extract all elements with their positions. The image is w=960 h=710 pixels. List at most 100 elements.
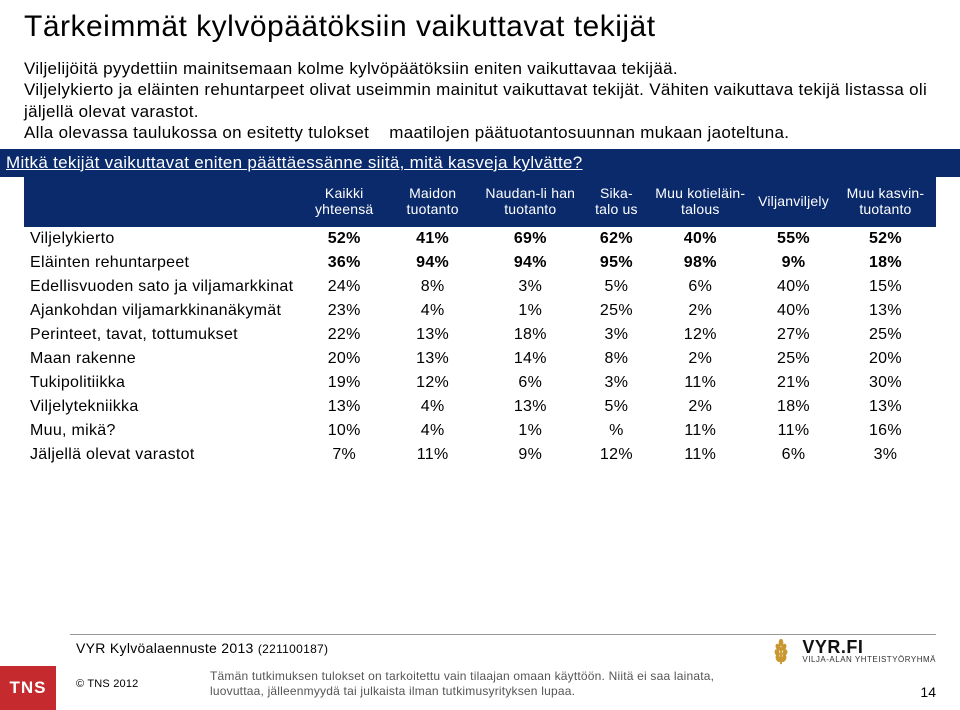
project-id: (221100187) — [258, 642, 328, 656]
cell: 25% — [835, 323, 936, 347]
cell: 94% — [389, 251, 476, 275]
cell: 95% — [584, 251, 648, 275]
cell: 94% — [476, 251, 584, 275]
cell: 3% — [476, 275, 584, 299]
cell: 4% — [389, 419, 476, 443]
cell: 13% — [389, 347, 476, 371]
col-header: Naudan-li han tuotanto — [476, 177, 584, 227]
cell: 11% — [648, 419, 752, 443]
cell: 13% — [299, 395, 389, 419]
cell: 6% — [648, 275, 752, 299]
cell: 62% — [584, 227, 648, 251]
row-label: Edellisvuoden sato ja viljamarkkinat — [24, 275, 299, 299]
cell: 2% — [648, 299, 752, 323]
cell: 98% — [648, 251, 752, 275]
table-row: Tukipolitiikka19%12%6%3%11%21%30% — [24, 371, 936, 395]
cell: 6% — [752, 443, 835, 467]
cell: 1% — [476, 419, 584, 443]
row-label: Eläinten rehuntarpeet — [24, 251, 299, 275]
cell: 11% — [752, 419, 835, 443]
table-row: Edellisvuoden sato ja viljamarkkinat24%8… — [24, 275, 936, 299]
cell: 23% — [299, 299, 389, 323]
table-row: Jäljellä olevat varastot7%11%9%12%11%6%3… — [24, 443, 936, 467]
cell: 24% — [299, 275, 389, 299]
cell: % — [584, 419, 648, 443]
cell: 40% — [752, 275, 835, 299]
row-label: Viljelykierto — [24, 227, 299, 251]
footer: VYR Kylvöalaennuste 2013 (221100187) VYR… — [0, 618, 960, 710]
col-header: Sika-talo us — [584, 177, 648, 227]
table-header-row: Kaikki yhteensä Maidon tuotanto Naudan-l… — [24, 177, 936, 227]
project-name: VYR Kylvöalaennuste 2013 — [76, 640, 254, 656]
col-header: Viljanviljely — [752, 177, 835, 227]
cell: 6% — [476, 371, 584, 395]
cell: 4% — [389, 395, 476, 419]
cell: 2% — [648, 395, 752, 419]
footer-divider — [70, 634, 936, 635]
cell: 11% — [389, 443, 476, 467]
row-label: Maan rakenne — [24, 347, 299, 371]
logo-tagline: VILJA-ALAN YHTEISTYÖRYHMÄ — [802, 656, 936, 664]
wheat-icon — [766, 636, 796, 666]
cell: 7% — [299, 443, 389, 467]
cell: 25% — [584, 299, 648, 323]
cell: 8% — [389, 275, 476, 299]
col-header-empty — [24, 177, 299, 227]
cell: 9% — [476, 443, 584, 467]
cell: 55% — [752, 227, 835, 251]
cell: 9% — [752, 251, 835, 275]
cell: 3% — [835, 443, 936, 467]
table-row: Muu, mikä?10%4%1%%11%11%16% — [24, 419, 936, 443]
cell: 12% — [584, 443, 648, 467]
cell: 13% — [389, 323, 476, 347]
col-header: Muu kasvin- tuotanto — [835, 177, 936, 227]
cell: 16% — [835, 419, 936, 443]
cell: 19% — [299, 371, 389, 395]
cell: 20% — [299, 347, 389, 371]
cell: 15% — [835, 275, 936, 299]
copyright: © TNS 2012 — [76, 678, 139, 690]
table-row: Maan rakenne20%13%14%8%2%25%20% — [24, 347, 936, 371]
cell: 12% — [389, 371, 476, 395]
cell: 14% — [476, 347, 584, 371]
logo-brand: VYR.FI — [802, 638, 936, 656]
page-number: 14 — [920, 684, 936, 700]
cell: 2% — [648, 347, 752, 371]
cell: 25% — [752, 347, 835, 371]
cell: 41% — [389, 227, 476, 251]
row-label: Perinteet, tavat, tottumukset — [24, 323, 299, 347]
disclaimer-line1: Tämän tutkimuksen tulokset on tarkoitett… — [210, 669, 714, 683]
table-row: Eläinten rehuntarpeet36%94%94%95%98%9%18… — [24, 251, 936, 275]
cell: 13% — [835, 395, 936, 419]
cell: 40% — [752, 299, 835, 323]
table-row: Viljelytekniikka13%4%13%5%2%18%13% — [24, 395, 936, 419]
cell: 69% — [476, 227, 584, 251]
cell: 5% — [584, 395, 648, 419]
vyr-logo: VYR.FI VILJA-ALAN YHTEISTYÖRYHMÄ — [766, 636, 936, 666]
cell: 18% — [752, 395, 835, 419]
table-row: Perinteet, tavat, tottumukset22%13%18%3%… — [24, 323, 936, 347]
cell: 20% — [835, 347, 936, 371]
cell: 12% — [648, 323, 752, 347]
intro-p1: Viljelijöitä pyydettiin mainitsemaan kol… — [24, 58, 936, 79]
row-label: Ajankohdan viljamarkkinanäkymät — [24, 299, 299, 323]
cell: 1% — [476, 299, 584, 323]
disclaimer: Tämän tutkimuksen tulokset on tarkoitett… — [210, 669, 714, 700]
results-table: Kaikki yhteensä Maidon tuotanto Naudan-l… — [24, 177, 936, 467]
row-label: Jäljellä olevat varastot — [24, 443, 299, 467]
cell: 3% — [584, 371, 648, 395]
tns-logo: TNS — [0, 666, 56, 710]
page-title: Tärkeimmät kylvöpäätöksiin vaikuttavat t… — [24, 10, 936, 44]
cell: 4% — [389, 299, 476, 323]
cell: 11% — [648, 371, 752, 395]
cell: 21% — [752, 371, 835, 395]
cell: 52% — [835, 227, 936, 251]
cell: 27% — [752, 323, 835, 347]
intro-p3b: maatilojen päätuotantosuunnan mukaan jao… — [389, 123, 789, 142]
cell: 18% — [835, 251, 936, 275]
cell: 11% — [648, 443, 752, 467]
cell: 8% — [584, 347, 648, 371]
cell: 10% — [299, 419, 389, 443]
cell: 36% — [299, 251, 389, 275]
col-header: Maidon tuotanto — [389, 177, 476, 227]
